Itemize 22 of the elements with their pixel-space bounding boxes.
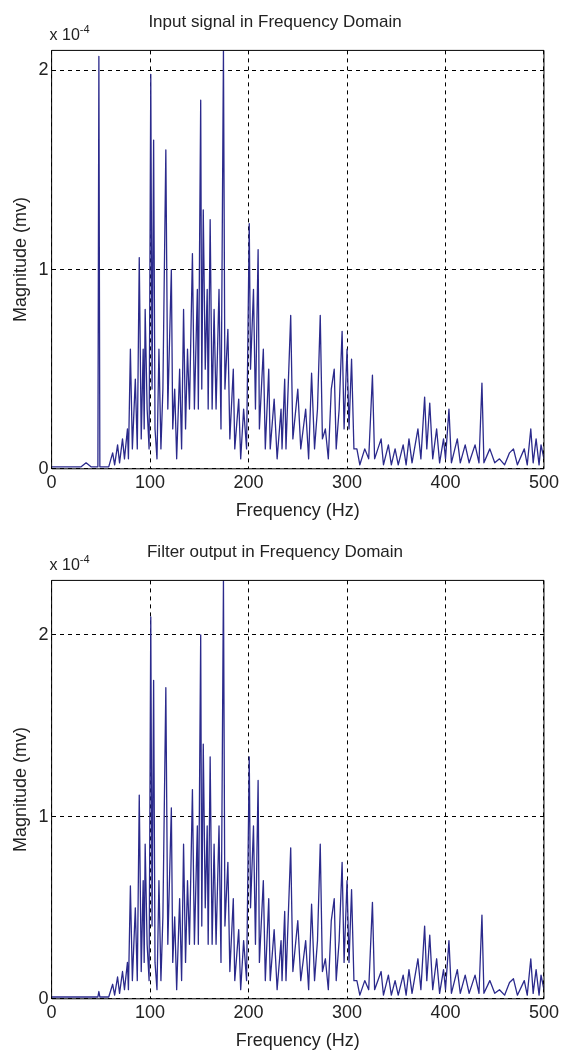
y-tick-label: 2 bbox=[38, 623, 49, 644]
x-axis-title: Frequency (Hz) bbox=[235, 500, 360, 521]
x-tick-label: 300 bbox=[332, 471, 363, 492]
x-axis-title: Frequency (Hz) bbox=[235, 1030, 360, 1051]
x-tick-label: 100 bbox=[135, 471, 166, 492]
y-tick-label: 0 bbox=[38, 457, 49, 478]
y-tick-label: 0 bbox=[38, 987, 49, 1008]
y-tick-label: 1 bbox=[38, 805, 49, 826]
x-tick-label: 200 bbox=[233, 1001, 264, 1022]
x-tick-label: 300 bbox=[332, 1001, 363, 1022]
x-tick-label: 500 bbox=[528, 1001, 560, 1022]
x-tick-label: 400 bbox=[430, 1001, 461, 1022]
x-tick-label: 500 bbox=[528, 471, 560, 492]
x-tick-label: 100 bbox=[135, 1001, 166, 1022]
chart-title: Filter output in Frequency Domain bbox=[146, 541, 404, 561]
x-tick-label: 200 bbox=[233, 471, 264, 492]
y-axis-title: Magnitude (mv) bbox=[9, 197, 30, 323]
y-tick-label: 2 bbox=[38, 59, 49, 80]
x-tick-label: 400 bbox=[430, 471, 461, 492]
y-axis-title: Magnitude (mv) bbox=[9, 727, 30, 853]
chart-title: Input signal in Frequency Domain bbox=[148, 11, 402, 31]
y-tick-label: 1 bbox=[38, 258, 49, 279]
